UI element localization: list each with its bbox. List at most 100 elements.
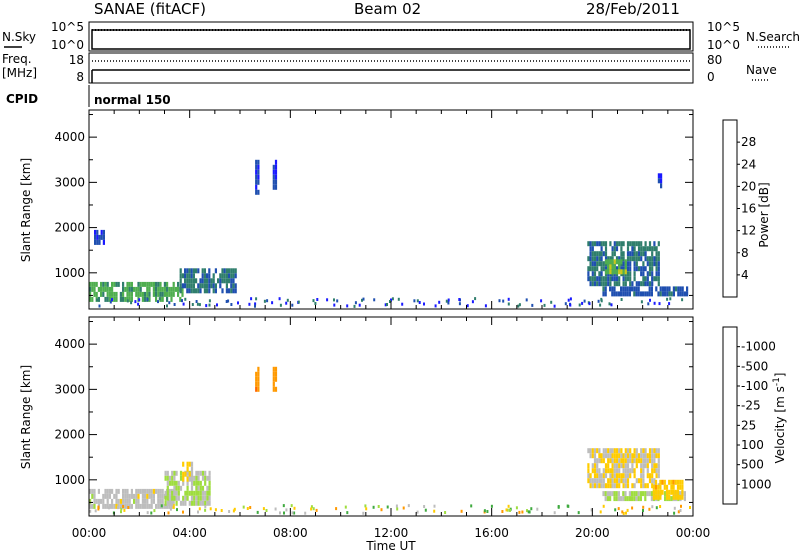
echo-cell [255,376,258,382]
echo-cell [470,504,473,508]
echo-cell [631,463,634,469]
echo-cell [611,478,614,484]
echo-cell [626,261,630,267]
echo-cell [633,291,636,297]
echo-cell [111,503,114,509]
echo-cell [624,276,627,282]
echo-cell [543,303,546,307]
echo-cell [447,301,450,305]
echo-cell [166,490,169,496]
echo-cell [208,299,211,303]
echo-cell [628,291,631,297]
echo-cell [593,473,597,479]
echo-cell [640,246,643,252]
echo-cell [668,489,671,495]
echo-cell [598,483,601,489]
echo-cell [146,488,149,494]
echo-cell [626,271,630,277]
echo-cell [212,288,215,294]
colorbar-tick-label: 20 [741,179,756,193]
echo-cell [447,298,450,302]
echo-cell [624,286,627,292]
echo-cell [672,489,675,495]
echo-cell [657,251,660,257]
echo-cell [186,495,189,501]
echo-cell [335,507,338,511]
echo-cell [135,493,138,499]
echo-cell [653,448,656,454]
echo-cell [150,281,153,287]
echo-cell [274,164,278,170]
nsearch-tick-bottom: 10^0 [707,38,740,52]
echo-cell [102,291,105,297]
echo-cell [102,229,105,235]
echo-cell [234,283,237,289]
echo-cell [596,458,599,464]
echo-cell [208,303,211,307]
echo-cell [255,159,258,165]
echo-cell [113,281,116,287]
date-title: 28/Feb/2011 [586,0,680,18]
echo-cell [679,491,682,497]
echo-cell [177,495,180,501]
echo-cell [624,291,627,297]
echo-cell [599,510,602,514]
echo-cell [91,286,94,292]
echo-cell [602,291,605,297]
echo-cell [152,291,155,297]
echo-cell [602,453,605,459]
echo-cell [257,366,260,372]
echo-cell [137,286,140,292]
echo-cell [119,498,122,504]
echo-cell [653,468,656,474]
echo-cell [602,468,605,474]
echo-cell [164,495,167,501]
echo-cell [148,493,151,499]
colorbar-tick-label: 16 [741,202,756,216]
echo-cell [611,246,614,252]
echo-cell [217,278,220,284]
echo-cell [633,473,636,479]
echo-cell [615,241,619,247]
echo-cell [633,276,636,282]
echo-cell [655,261,658,267]
echo-cell [622,291,625,297]
echo-cell [188,471,191,477]
echo-cell [255,174,258,180]
echo-cell [148,488,151,494]
echo-cell [208,500,211,506]
y-tick-label: 3000 [54,382,85,396]
echo-cell [618,256,621,262]
echo-cell [173,490,176,496]
echo-cell [596,463,599,469]
freq-tick-bottom: 8 [76,70,84,84]
echo-cell [613,453,616,459]
nsky-tick-bottom: 10^0 [51,38,84,52]
echo-cell [204,500,207,506]
echo-cell [96,234,99,240]
echo-cell [527,510,530,514]
echo-cell [272,386,275,392]
echo-cell [611,448,614,454]
echo-cell [182,302,185,306]
echo-cell [126,498,129,504]
echo-cell [177,291,180,297]
echo-cell [600,478,603,484]
echo-cell [622,478,625,484]
echo-cell [137,488,140,494]
echo-cell [635,448,638,454]
echo-cell [94,229,97,235]
echo-cell [115,503,118,509]
echo-cell [93,286,96,292]
echo-cell [620,463,623,469]
echo-cell [255,179,258,185]
echo-cell [637,453,641,459]
echo-cell [184,500,187,506]
echo-cell [176,508,178,512]
echo-cell [255,371,258,377]
echo-cell [171,480,174,486]
echo-cell [160,504,163,508]
echo-cell [602,458,605,464]
echo-cell [607,463,610,469]
echo-cell [598,241,601,247]
